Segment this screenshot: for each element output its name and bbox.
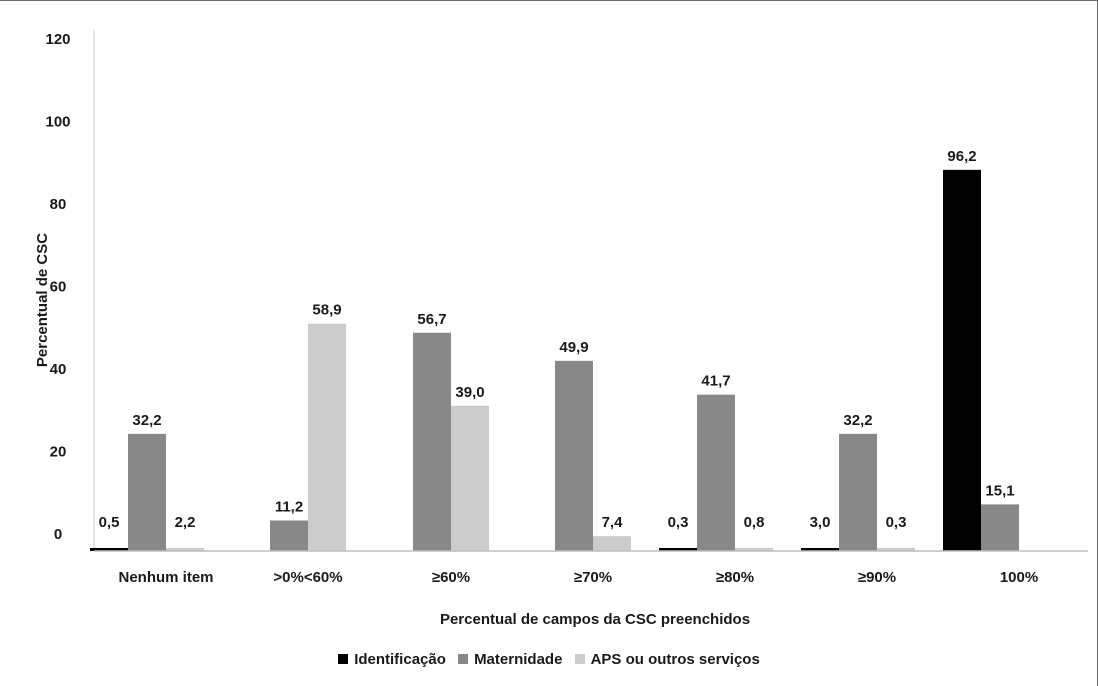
y-axis-title: Percentual de CSC xyxy=(34,233,51,367)
legend-label: APS ou outros serviços xyxy=(590,651,760,668)
bar xyxy=(166,548,204,551)
y-tick-label: 0 xyxy=(54,526,62,543)
x-tick-label: ≥60% xyxy=(432,569,470,586)
y-tick-label: 100 xyxy=(45,114,70,131)
legend-swatch xyxy=(574,654,585,664)
bar xyxy=(90,548,128,551)
x-tick-label: Nenhum item xyxy=(118,569,213,586)
legend-swatch xyxy=(458,654,469,664)
legend-item-maternidade: Maternidade xyxy=(458,651,562,668)
y-axis-ticks: 120 100 80 60 40 20 0 xyxy=(45,30,95,551)
x-axis-title: Percentual de campos da CSC preenchidos xyxy=(440,611,750,628)
bar xyxy=(555,360,593,551)
x-tick-label: ≥80% xyxy=(716,569,754,586)
data-label: 56,7 xyxy=(417,311,446,328)
data-label: 41,7 xyxy=(701,373,730,390)
x-tick-label: ≥70% xyxy=(574,569,612,586)
y-tick-label: 80 xyxy=(50,196,67,213)
bar xyxy=(877,548,915,551)
bar xyxy=(659,548,697,551)
x-tick-label: ≥90% xyxy=(858,569,896,586)
data-label: 3,0 xyxy=(810,514,831,531)
data-label: 32,2 xyxy=(132,412,161,429)
bar xyxy=(451,405,489,551)
data-label: 58,9 xyxy=(312,302,341,319)
y-tick-label: 20 xyxy=(50,444,67,461)
bar xyxy=(839,433,877,551)
bar xyxy=(593,536,631,551)
data-label: 7,4 xyxy=(602,514,624,531)
data-label: 96,2 xyxy=(947,148,976,165)
bars xyxy=(90,169,1019,551)
data-label: 15,1 xyxy=(985,482,1014,499)
legend-swatch xyxy=(338,654,349,664)
data-label: 0,8 xyxy=(744,514,765,531)
data-label: 0,3 xyxy=(668,514,689,531)
data-labels: 0,5 0,3 3,0 96,2 32,2 11,2 56,7 49,9 41,7 32,2 15,… xyxy=(99,148,1015,531)
bar xyxy=(308,323,346,551)
y-tick-label: 120 xyxy=(45,31,70,48)
data-label: 0,5 xyxy=(99,514,120,531)
x-axis-ticks: Nenhum item >0%<60% ≥60% ≥70% ≥80% ≥90% 100% xyxy=(118,569,1038,586)
legend-label: Maternidade xyxy=(474,651,563,668)
bar xyxy=(128,433,166,551)
bar xyxy=(943,169,981,551)
data-label: 32,2 xyxy=(843,412,872,429)
y-tick-label: 40 xyxy=(50,361,67,378)
bar xyxy=(735,548,773,551)
legend-label: Identificação xyxy=(354,651,446,668)
data-label: 39,0 xyxy=(455,384,484,401)
x-tick-label: 100% xyxy=(1000,569,1038,586)
bar xyxy=(801,548,839,551)
data-label: 49,9 xyxy=(559,339,588,356)
data-label: 11,2 xyxy=(275,498,303,515)
data-label: 2,2 xyxy=(175,514,196,531)
bar xyxy=(270,520,308,551)
bar xyxy=(697,394,735,551)
legend-item-aps: APS ou outros serviços xyxy=(574,651,760,668)
bar xyxy=(981,504,1019,551)
legend: Identificação Maternidade APS ou outros … xyxy=(0,651,1098,668)
data-label: 0,3 xyxy=(886,514,907,531)
legend-item-identificacao: Identificação xyxy=(338,651,446,668)
bar xyxy=(413,332,451,551)
y-tick-label: 60 xyxy=(50,279,67,296)
x-tick-label: >0%<60% xyxy=(273,569,342,586)
